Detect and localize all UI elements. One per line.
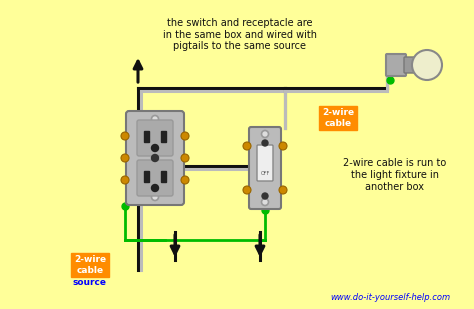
Circle shape: [262, 140, 268, 146]
Bar: [161, 171, 166, 182]
Bar: [144, 131, 149, 142]
Text: the switch and receptacle are
in the same box and wired with
pigtails to the sam: the switch and receptacle are in the sam…: [163, 18, 317, 51]
FancyBboxPatch shape: [386, 54, 406, 76]
Circle shape: [412, 50, 442, 80]
Bar: [161, 131, 166, 142]
Circle shape: [243, 186, 251, 194]
Circle shape: [152, 184, 158, 192]
Text: www.do-it-yourself-help.com: www.do-it-yourself-help.com: [330, 294, 450, 303]
Text: OFF: OFF: [260, 171, 270, 176]
FancyBboxPatch shape: [126, 111, 184, 205]
Circle shape: [152, 154, 158, 162]
Text: 2-wire
cable: 2-wire cable: [322, 108, 354, 128]
FancyBboxPatch shape: [404, 57, 416, 73]
Circle shape: [181, 176, 189, 184]
Circle shape: [121, 132, 129, 140]
FancyBboxPatch shape: [249, 127, 281, 209]
Circle shape: [181, 154, 189, 162]
Circle shape: [279, 142, 287, 150]
Circle shape: [121, 176, 129, 184]
Circle shape: [243, 142, 251, 150]
Circle shape: [121, 154, 129, 162]
FancyBboxPatch shape: [137, 160, 173, 196]
Circle shape: [262, 193, 268, 199]
Circle shape: [181, 132, 189, 140]
Circle shape: [279, 186, 287, 194]
Circle shape: [152, 193, 158, 201]
Text: source: source: [73, 278, 107, 287]
Circle shape: [152, 145, 158, 151]
FancyBboxPatch shape: [137, 120, 173, 156]
Circle shape: [152, 116, 158, 122]
Circle shape: [262, 198, 268, 205]
Bar: [144, 171, 149, 182]
Text: 2-wire
cable: 2-wire cable: [74, 255, 106, 275]
FancyBboxPatch shape: [257, 145, 273, 181]
Text: 2-wire cable is run to
the light fixture in
another box: 2-wire cable is run to the light fixture…: [343, 159, 447, 192]
Circle shape: [262, 130, 268, 138]
